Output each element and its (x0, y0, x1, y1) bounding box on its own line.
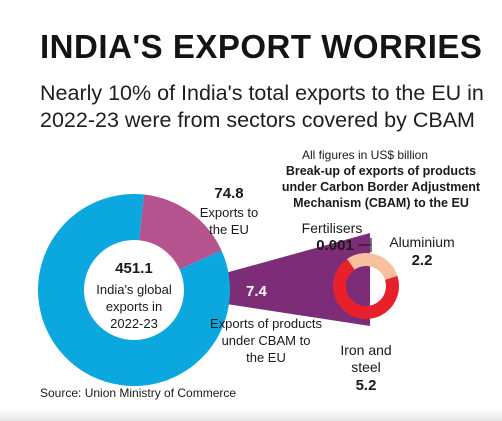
slice-aluminium (347, 253, 398, 280)
breakup-title: Break-up of exports of products under Ca… (282, 164, 481, 210)
iron-steel-value: 5.2 (356, 377, 377, 394)
units-note: All figures in US$ billion (302, 148, 428, 162)
cbam-total-caption: Exports of products under CBAM to the EU (210, 316, 322, 365)
cbam-total-value: 7.4 (246, 283, 268, 300)
eu-exports-label: 74.8 Exports to the EU (200, 185, 259, 237)
chart-subtitle: Nearly 10% of India's total exports to t… (40, 81, 484, 132)
cbam-donut (333, 253, 399, 320)
cbam-caption-line-2: under CBAM to (222, 333, 311, 348)
aluminium-value: 2.2 (412, 252, 433, 269)
eu-exports-label-line-1: Exports to (200, 205, 259, 220)
chart-title: INDIA'S EXPORT WORRIES (40, 28, 483, 65)
aluminium-label: Aluminium (389, 234, 454, 250)
global-center-line-1: India's global (96, 282, 172, 297)
breakup-title-line-2: under Carbon Border Adjustment (282, 180, 481, 194)
source-note: Source: Union Ministry of Commerce (40, 386, 236, 400)
slice-rest-of-global-exports (38, 193, 230, 386)
paper-edge (0, 409, 502, 421)
fertilisers-value: 0.001 (316, 237, 354, 254)
cbam-caption-line-1: Exports of products (210, 316, 322, 331)
global-total-value: 451.1 (115, 260, 153, 277)
connector-band (200, 233, 370, 326)
global-exports-donut (38, 193, 230, 386)
eu-exports-value: 74.8 (214, 185, 243, 202)
global-center-line-2: exports in (106, 299, 162, 314)
slice-exports-to-eu (139, 194, 222, 270)
slice-iron-and-steel (333, 258, 399, 320)
cbam-caption-line-3: the EU (246, 350, 286, 365)
breakup-title-line-3: Mechanism (CBAM) to the EU (293, 196, 469, 210)
eu-exports-label-line-2: the EU (209, 222, 249, 237)
iron-steel-label-line-2: steel (351, 359, 381, 375)
fertilisers-label: Fertilisers (302, 220, 363, 236)
global-center-line-3: 2022-23 (110, 316, 158, 331)
iron-steel-label-line-1: Iron and (340, 342, 391, 358)
breakup-title-line-1: Break-up of exports of products (286, 164, 476, 178)
global-center-label: 451.1 India's global exports in 2022-23 (96, 260, 172, 331)
